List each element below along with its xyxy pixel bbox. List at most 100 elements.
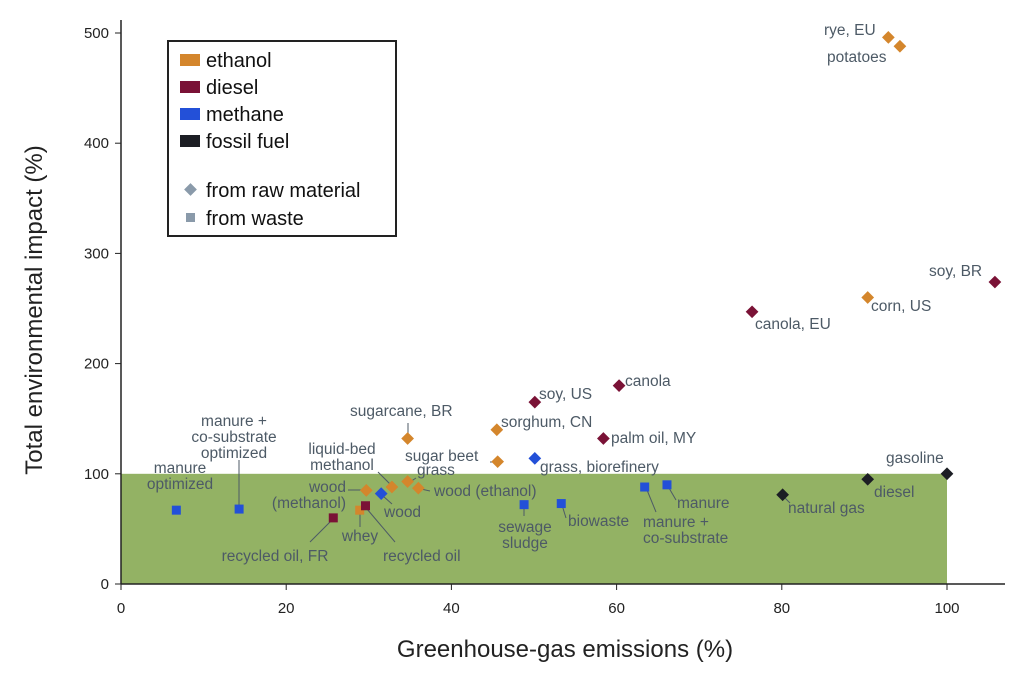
point-label: natural gas xyxy=(788,500,865,517)
square-point xyxy=(556,499,566,509)
diamond-point xyxy=(374,487,388,500)
point-label: potatoes xyxy=(827,49,887,66)
point-label: sugar beet xyxy=(405,448,479,465)
legend-label: from raw material xyxy=(206,180,360,202)
point-label-line: sugarcane, BR xyxy=(350,403,453,420)
axes: 0 20 40 60 80 100 0 100 200 300 400 500 xyxy=(84,20,1005,617)
diamond-point xyxy=(988,275,1002,289)
leader-line xyxy=(646,489,657,513)
point-label-line: wood xyxy=(383,504,421,521)
legend-swatch-diesel xyxy=(180,81,200,93)
point-label: palm oil, MY xyxy=(611,430,696,447)
diamond-point xyxy=(893,39,907,53)
x-tick-label: 100 xyxy=(934,600,959,617)
point-label: manure xyxy=(677,495,730,512)
point-label: wood (methanol) xyxy=(272,479,346,512)
legend-label: methane xyxy=(206,104,284,126)
point-label: wood (ethanol) xyxy=(433,483,537,500)
point-label-line: manure xyxy=(154,460,207,477)
legend-label: ethanol xyxy=(206,50,272,72)
leader-lines xyxy=(238,423,791,543)
point-label-line: sewage xyxy=(498,519,551,536)
legend: ethanol diesel methane fossil fuel from raw … xyxy=(167,40,397,237)
square-point xyxy=(171,505,181,515)
diamond-point xyxy=(401,432,414,445)
point-label: soy, BR xyxy=(929,263,982,280)
point-label-line: soy, BR xyxy=(929,263,982,280)
legend-label: from waste xyxy=(206,208,304,230)
point-label-line: grass xyxy=(417,462,455,479)
point-label-line: optimized xyxy=(201,445,267,462)
point-label-line: co-substrate xyxy=(191,429,276,446)
diamond-point xyxy=(411,481,425,495)
point-label-line: gasoline xyxy=(886,450,944,467)
x-tick-label: 20 xyxy=(278,600,295,617)
point-label-line: co-substrate xyxy=(643,530,728,547)
y-tick-label: 400 xyxy=(84,135,109,152)
point-label: biowaste xyxy=(568,513,629,530)
point-label-line: methanol xyxy=(310,457,374,474)
reference-region xyxy=(121,473,947,584)
point-label: corn, US xyxy=(871,298,931,315)
point-label-line: diesel xyxy=(874,484,915,501)
square-point xyxy=(640,482,650,492)
legend-diamond-icon xyxy=(184,183,197,196)
point-label: manure + co-substrate optimized xyxy=(191,413,276,462)
point-label: whey xyxy=(341,528,378,545)
x-tick-label: 40 xyxy=(443,600,460,617)
square-point xyxy=(662,480,672,490)
point-label-line: potatoes xyxy=(827,49,887,66)
diamond-point xyxy=(385,480,399,494)
legend-label: diesel xyxy=(206,77,258,99)
diamond-point xyxy=(597,432,610,445)
legend-label: fossil fuel xyxy=(206,131,289,153)
square-point xyxy=(355,505,365,515)
point-label: soy, US xyxy=(539,386,592,403)
point-label-line: corn, US xyxy=(871,298,931,315)
x-tick-label: 60 xyxy=(608,600,625,617)
x-tick-label: 80 xyxy=(773,600,790,617)
point-label: manure + co-substrate xyxy=(643,514,728,547)
y-tick-label: 200 xyxy=(84,356,109,373)
leader-line xyxy=(668,487,677,501)
point-label: sorghum, CN xyxy=(501,414,592,431)
point-label-line: sludge xyxy=(502,535,548,552)
point-label: grass xyxy=(417,462,455,479)
square-point xyxy=(234,504,244,514)
point-label-line: palm oil, MY xyxy=(611,430,696,447)
point-label-line: wood xyxy=(308,479,346,496)
leader-line xyxy=(382,495,393,505)
point-label: rye, EU xyxy=(824,22,876,39)
point-label-line: canola, EU xyxy=(755,316,831,333)
y-tick-label: 100 xyxy=(84,466,109,483)
diamond-point xyxy=(491,455,505,469)
point-label-line: manure + xyxy=(201,413,267,430)
point-label: sewage sludge xyxy=(498,519,551,552)
leader-line xyxy=(309,519,333,543)
y-axis-title: Total environmental impact (%) xyxy=(21,145,48,474)
diamond-point xyxy=(612,379,626,393)
square-point xyxy=(519,500,529,510)
legend-square-icon xyxy=(186,213,195,222)
point-label: grass, biorefinery xyxy=(540,459,659,476)
square-point xyxy=(328,513,338,523)
point-label-line: whey xyxy=(341,528,378,545)
point-label-line: (methanol) xyxy=(272,495,346,512)
point-label-line: sorghum, CN xyxy=(501,414,592,431)
point-label-line: canola xyxy=(625,373,671,390)
diamond-point xyxy=(401,475,414,488)
point-label-line: rye, EU xyxy=(824,22,876,39)
y-tick-label: 300 xyxy=(84,245,109,262)
y-tick-label: 0 xyxy=(101,576,109,593)
point-label-line: sugar beet xyxy=(405,448,479,465)
point-label: recycled oil xyxy=(383,548,461,565)
y-tick-label: 500 xyxy=(84,25,109,42)
leader-line xyxy=(366,508,396,543)
point-label-line: biowaste xyxy=(568,513,629,530)
point-label-line: liquid-bed xyxy=(308,441,375,458)
point-label-line: wood (ethanol) xyxy=(433,483,537,500)
legend-swatch-methane xyxy=(180,108,200,120)
point-label: diesel xyxy=(874,484,915,501)
x-axis-title: Greenhouse-gas emissions (%) xyxy=(397,636,733,663)
